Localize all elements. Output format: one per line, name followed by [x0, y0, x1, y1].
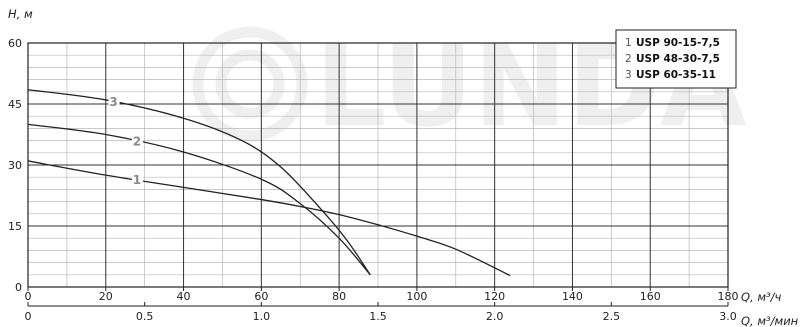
x2-tick-label: 3.0	[719, 310, 737, 323]
series-curve-3	[27, 89, 371, 276]
chart-axes	[27, 42, 729, 307]
legend-entry-2-num: 2	[625, 53, 632, 65]
y-tick-label: 15	[8, 220, 22, 233]
x-axis-title-secondary: Q, м³/мин	[741, 314, 799, 327]
x2-tick-label: 1.0	[253, 310, 271, 323]
chart-grid	[28, 43, 728, 287]
legend-entry-1: 1 USP 90-15-7,5	[625, 37, 720, 49]
x-tick-label: 120	[484, 290, 505, 303]
plot-frame	[27, 42, 729, 288]
y-axis-title: H, м	[8, 7, 33, 21]
legend-entry-1-name: USP 90-15-7,5	[636, 37, 720, 49]
x-tick-label: 40	[177, 290, 191, 303]
series-label-bg-1	[131, 173, 143, 187]
legend-box	[615, 29, 737, 89]
legend-entry-3-num: 3	[625, 69, 632, 81]
x-tick-label: 20	[99, 290, 113, 303]
legend: 1 USP 90-15-7,5 2 USP 48-30-7,5 3 USP 60…	[615, 29, 737, 89]
legend-entry-2-name: USP 48-30-7,5	[636, 53, 720, 65]
x-axis-title-primary: Q, м³/ч	[741, 290, 782, 304]
x2-tick-label: 0.5	[136, 310, 154, 323]
x-tick-label: 0	[25, 290, 32, 303]
x-tick-label: 100	[406, 290, 427, 303]
x-tick-label: 160	[640, 290, 661, 303]
chart-series: 1 2 3	[27, 89, 511, 277]
watermark-ring-outer	[192, 26, 308, 142]
series-label-bg-3	[108, 94, 120, 108]
y-tick-label: 45	[8, 98, 22, 111]
legend-entry-3: 3 USP 60-35-11	[625, 69, 716, 81]
y-tick-label: 30	[8, 159, 22, 172]
legend-entry-3-name: USP 60-35-11	[636, 69, 716, 81]
x2-tick-label: 2.5	[603, 310, 621, 323]
y-tick-label: 60	[8, 37, 22, 50]
y-tick-label: 0	[15, 281, 22, 294]
x-tick-label: 180	[718, 290, 739, 303]
x-tick-label: 80	[332, 290, 346, 303]
series-label-3: 3	[109, 95, 117, 109]
x2-tick-label: 1.5	[369, 310, 387, 323]
x2-tick-label: 2.0	[486, 310, 504, 323]
series-curve-2	[27, 123, 371, 276]
series-curve-1	[27, 160, 511, 277]
legend-entry-1-num: 1	[625, 37, 632, 49]
series-label-1: 1	[133, 173, 141, 187]
x-tick-label: 60	[254, 290, 268, 303]
series-label-2: 2	[133, 134, 141, 148]
series-label-bg-2	[131, 134, 143, 148]
x2-tick-label: 0	[25, 310, 32, 323]
x-tick-label: 140	[562, 290, 583, 303]
legend-entry-2: 2 USP 48-30-7,5	[625, 53, 720, 65]
